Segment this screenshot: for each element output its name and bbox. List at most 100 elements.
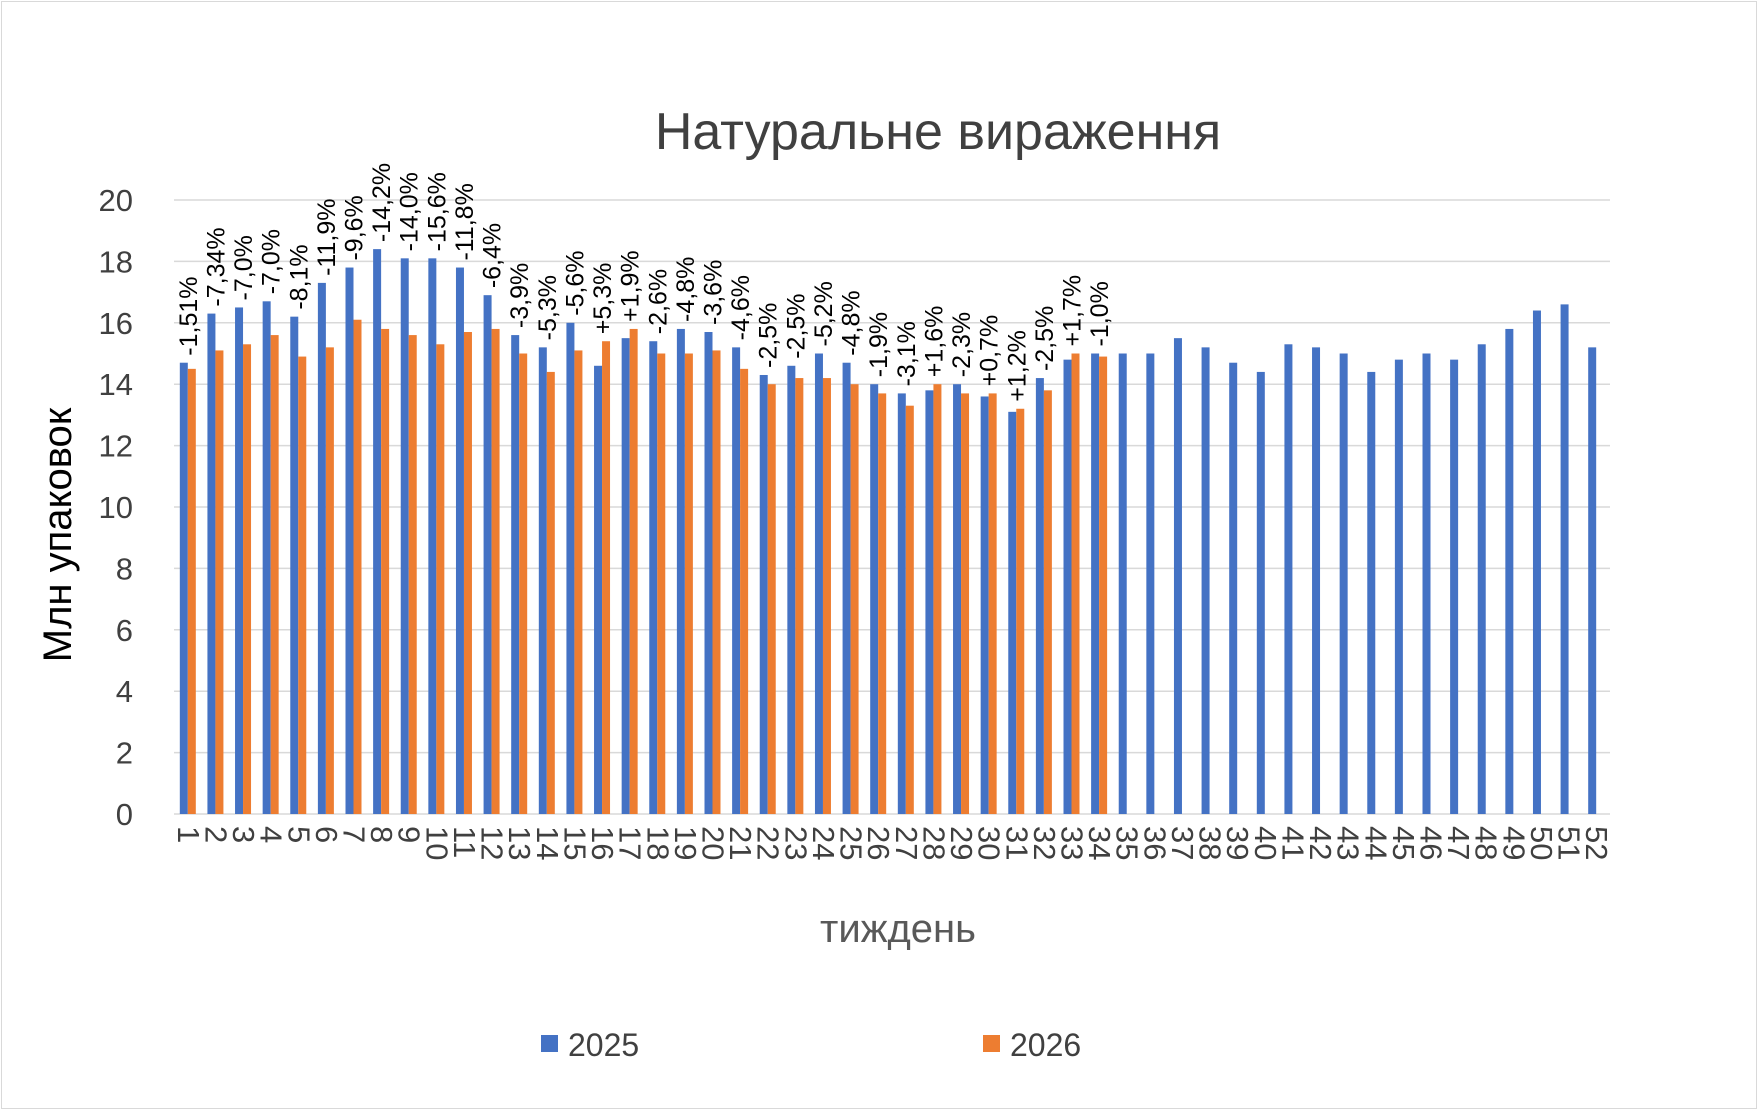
x-tick-label: 39 bbox=[1220, 826, 1255, 860]
data-label-week-20: -3,6% bbox=[700, 260, 728, 325]
bar-2026-week-23 bbox=[795, 378, 804, 814]
data-label-week-21: -4,6% bbox=[727, 275, 755, 340]
bar-2025-week-49 bbox=[1505, 328, 1514, 814]
bar-2026-week-8 bbox=[381, 328, 390, 814]
data-label-week-31: +1,2% bbox=[1003, 330, 1031, 402]
bar-2025-week-38 bbox=[1201, 347, 1210, 814]
bar-2026-week-13 bbox=[519, 353, 528, 814]
bar-2025-week-37 bbox=[1173, 338, 1182, 814]
bar-2025-week-5 bbox=[290, 316, 299, 814]
legend-swatch-2025 bbox=[541, 1035, 558, 1052]
bar-2026-week-9 bbox=[408, 335, 417, 814]
data-label-week-18: -2,6% bbox=[644, 269, 672, 334]
bar-2026-week-22 bbox=[767, 384, 776, 814]
x-tick-label: 30 bbox=[972, 826, 1007, 860]
y-tick-label: 0 bbox=[116, 797, 133, 832]
bar-2025-week-8 bbox=[373, 249, 382, 814]
gridlines bbox=[174, 199, 1610, 815]
data-label-week-16: +5,3% bbox=[589, 263, 617, 335]
x-tick-label: 40 bbox=[1248, 826, 1283, 860]
x-tick-label: 5 bbox=[281, 826, 316, 843]
bar-2025-week-10 bbox=[428, 258, 437, 815]
y-tick-label: 16 bbox=[99, 306, 133, 341]
data-label-week-6: -11,9% bbox=[313, 199, 341, 276]
bar-2026-week-30 bbox=[988, 393, 997, 814]
bar-2026-week-29 bbox=[961, 393, 970, 814]
bar-2025-week-4 bbox=[262, 301, 271, 814]
bar-2026-week-1 bbox=[187, 368, 196, 814]
y-tick-labels: 0 2 4 6 8 10 12 14 16 18 20 bbox=[99, 183, 133, 832]
data-label-week-10: -15,6% bbox=[423, 172, 451, 251]
bar-2026-week-18 bbox=[657, 353, 666, 814]
y-tick-label: 20 bbox=[99, 183, 133, 218]
y-axis-label: Млн упаковок bbox=[36, 407, 80, 662]
y-tick-label: 4 bbox=[116, 674, 133, 709]
bar-2026-week-10 bbox=[436, 344, 445, 814]
bar-2026-week-26 bbox=[878, 393, 887, 814]
x-tick-label: 6 bbox=[309, 826, 344, 843]
bar-2025-week-39 bbox=[1229, 362, 1238, 814]
bar-2026-week-14 bbox=[546, 371, 555, 814]
bar-2025-week-27 bbox=[897, 393, 906, 814]
bar-2026-week-11 bbox=[463, 332, 472, 814]
x-tick-label: 37 bbox=[1165, 826, 1200, 860]
bar-2025-week-48 bbox=[1477, 344, 1486, 814]
bar-2026-week-25 bbox=[850, 384, 859, 814]
y-tick-label: 6 bbox=[116, 613, 133, 648]
y-tick-label: 2 bbox=[116, 736, 133, 771]
x-tick-label: 12 bbox=[475, 826, 510, 860]
bar-2026-week-3 bbox=[243, 344, 252, 814]
bar-2025-week-15 bbox=[566, 322, 575, 814]
x-tick-label: 31 bbox=[999, 826, 1034, 860]
bar-2025-week-23 bbox=[787, 365, 796, 814]
data-label-week-33: +1,7% bbox=[1059, 275, 1087, 347]
bar-2025-week-35 bbox=[1118, 353, 1127, 814]
x-tick-label: 51 bbox=[1552, 826, 1587, 860]
x-tick-label: 25 bbox=[834, 826, 869, 860]
bar-2026-week-7 bbox=[353, 319, 362, 814]
bar-2025-week-51 bbox=[1560, 304, 1569, 814]
data-label-week-32: -2,5% bbox=[1031, 306, 1059, 371]
bar-2025-week-22 bbox=[759, 374, 768, 814]
chart-title: Натуральне вираження bbox=[655, 103, 1221, 161]
bar-2026-week-6 bbox=[325, 347, 334, 814]
data-label-week-23: -2,5% bbox=[782, 293, 810, 358]
y-tick-label: 12 bbox=[99, 429, 133, 464]
bar-2026-week-5 bbox=[298, 356, 307, 814]
legend-label-2026: 2026 bbox=[1010, 1027, 1081, 1063]
x-tick-label: 20 bbox=[696, 826, 731, 860]
bar-2026-week-16 bbox=[602, 341, 611, 814]
y-tick-label: 14 bbox=[99, 367, 133, 402]
y-tick-label: 18 bbox=[99, 244, 133, 279]
bar-2025-week-18 bbox=[649, 341, 658, 814]
data-label-week-30: +0,7% bbox=[976, 315, 1004, 387]
x-tick-label: 4 bbox=[254, 826, 289, 843]
bar-2025-week-30 bbox=[980, 396, 989, 814]
data-label-week-14: -5,3% bbox=[534, 275, 562, 340]
bar-2025-week-14 bbox=[538, 347, 547, 814]
data-label-week-28: +1,6% bbox=[920, 306, 948, 378]
data-label-week-5: -8,1% bbox=[285, 244, 313, 309]
x-tick-label: 26 bbox=[861, 826, 896, 860]
bar-2025-week-29 bbox=[953, 384, 962, 814]
bar-2025-week-43 bbox=[1339, 353, 1348, 814]
bar-2026-week-34 bbox=[1099, 356, 1108, 814]
x-tick-label: 35 bbox=[1110, 826, 1145, 860]
data-label-week-13: -3,9% bbox=[506, 263, 534, 328]
bar-2025-week-32 bbox=[1035, 378, 1044, 814]
bar-2025-week-16 bbox=[594, 365, 603, 814]
bar-2025-week-7 bbox=[345, 267, 354, 814]
data-label-week-11: -11,8% bbox=[451, 183, 479, 260]
bar-2025-week-41 bbox=[1284, 344, 1293, 814]
data-label-week-17: +1,9% bbox=[617, 250, 645, 322]
data-label-week-7: -9,6% bbox=[341, 195, 369, 260]
x-tick-label: 7 bbox=[337, 826, 372, 843]
data-label-week-19: -4,8% bbox=[672, 257, 700, 322]
x-tick-label: 16 bbox=[585, 826, 620, 860]
legend-label-2025: 2025 bbox=[568, 1027, 639, 1063]
legend-swatch-2026 bbox=[983, 1035, 1000, 1052]
bar-2026-week-31 bbox=[1016, 408, 1025, 814]
bar-2025-week-26 bbox=[870, 384, 879, 814]
x-tick-label: 33 bbox=[1055, 826, 1090, 860]
legend: 2025 2026 bbox=[541, 1027, 1081, 1063]
